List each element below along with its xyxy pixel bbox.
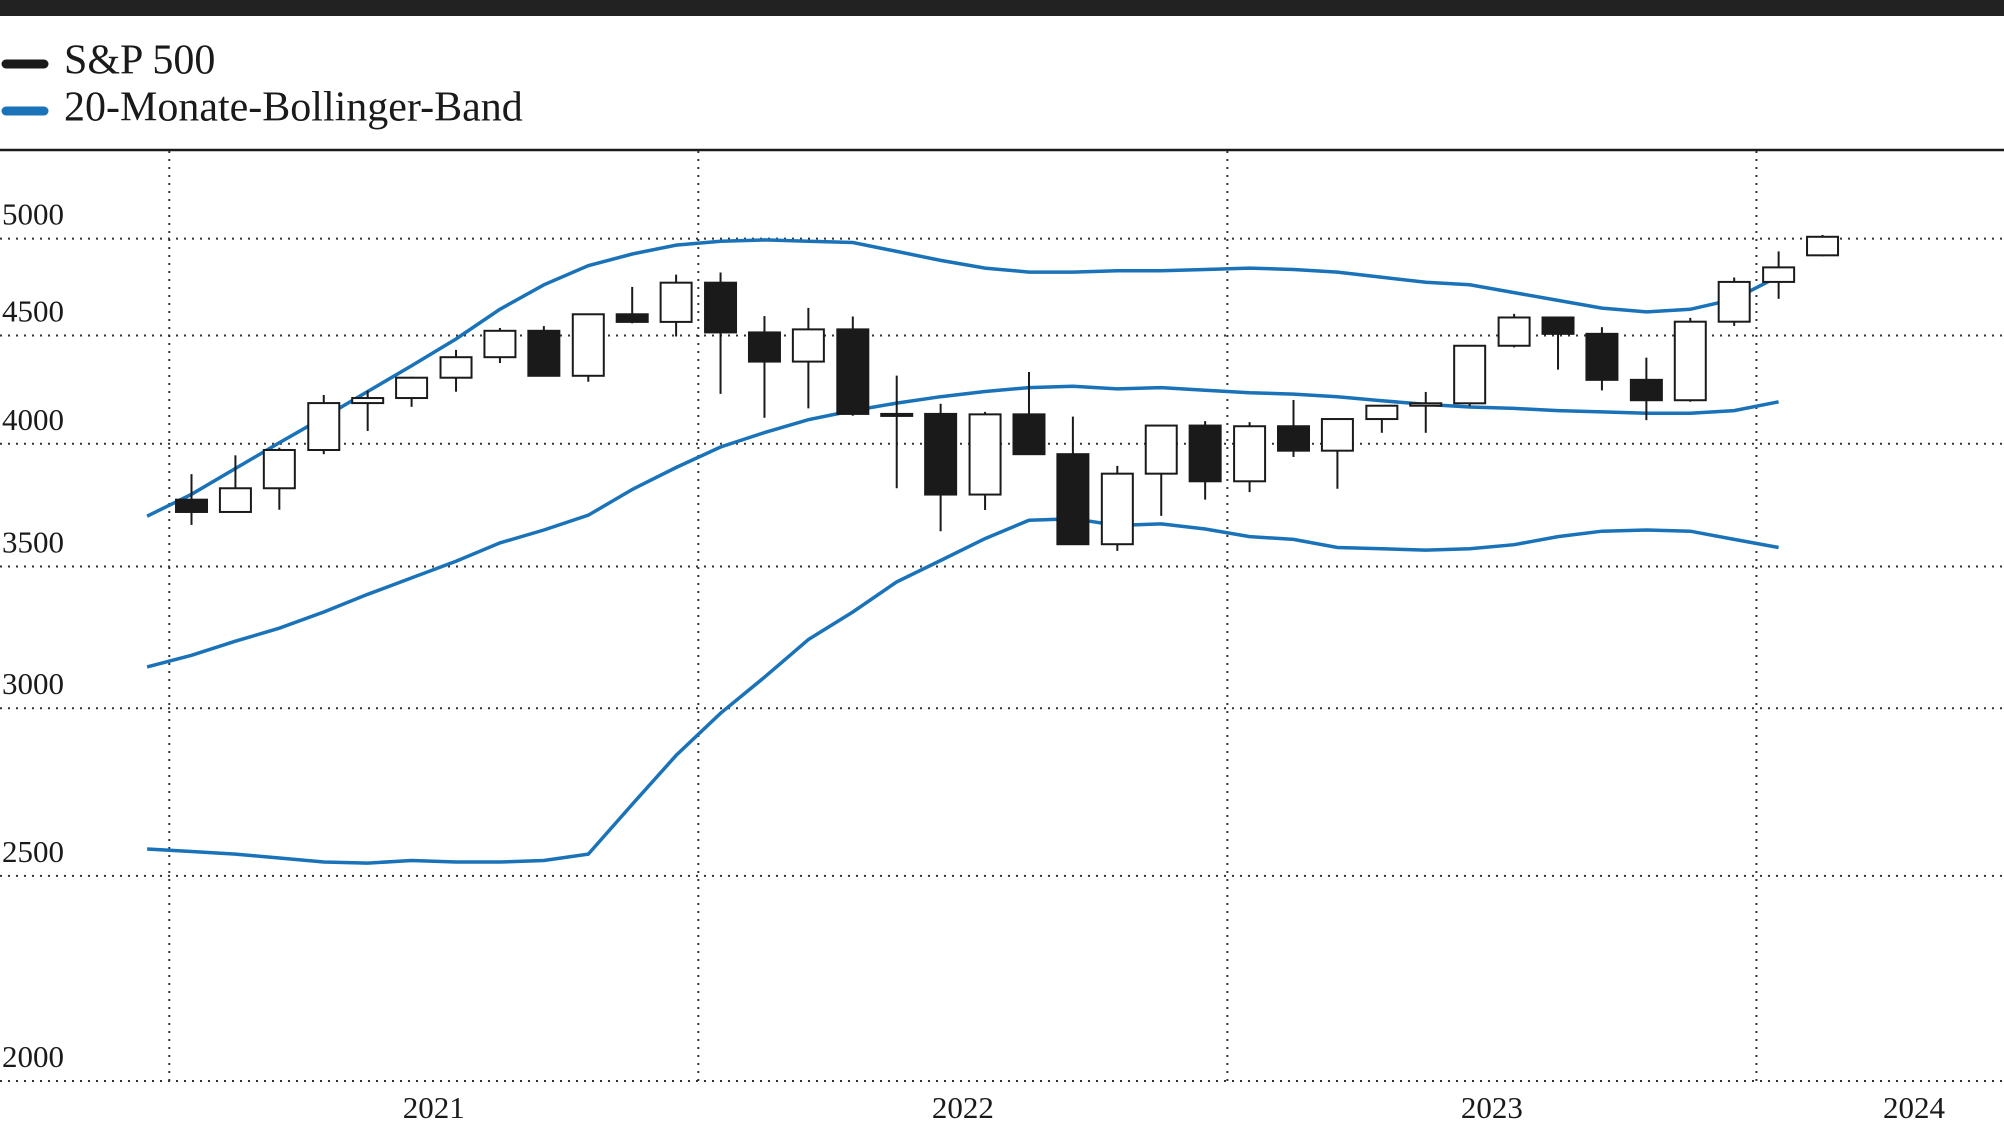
candle-body xyxy=(791,328,825,363)
candle-body xyxy=(1806,235,1840,257)
candle-body xyxy=(747,331,781,363)
candle-body xyxy=(1056,453,1090,546)
candle-body xyxy=(218,487,252,513)
x-tick-label: 2023 xyxy=(1461,1090,1523,1125)
candle-body xyxy=(483,329,517,359)
grid: 2000 2500 3000 3500 4000 4500 5000 2021 2022 2023… xyxy=(0,151,2004,1125)
legend-label: S&P 500 xyxy=(64,38,215,84)
candle-body xyxy=(1717,280,1751,323)
candle-body xyxy=(615,313,649,323)
band-lower xyxy=(147,516,1779,865)
candle-body xyxy=(1585,332,1619,381)
candle-body xyxy=(1673,320,1707,402)
y-tick-label: 4000 xyxy=(2,402,64,437)
candle-body xyxy=(1320,418,1354,452)
candle-body xyxy=(704,281,738,334)
y-tick-label: 2500 xyxy=(2,834,64,869)
band-middle xyxy=(146,384,1779,669)
candle-body xyxy=(924,412,958,496)
candle-body xyxy=(1762,266,1796,283)
candle-body xyxy=(1629,378,1663,402)
candles xyxy=(175,234,1840,551)
bands xyxy=(146,238,1780,865)
candle-body xyxy=(1497,316,1531,347)
x-tick-label: 2021 xyxy=(403,1090,465,1125)
candle-body xyxy=(1012,413,1046,456)
candle-body xyxy=(880,412,914,417)
x-tick-label: 2024 xyxy=(1883,1090,1946,1125)
candle-body xyxy=(262,448,296,490)
candle-body xyxy=(527,329,561,377)
candle-body xyxy=(1277,425,1311,452)
candle-body xyxy=(1365,404,1399,421)
candle-body xyxy=(659,281,693,323)
top-bar xyxy=(0,0,2004,16)
candle-body xyxy=(571,313,605,377)
candle-body xyxy=(1100,472,1134,546)
x-tick-label: 2022 xyxy=(932,1090,994,1125)
candle-body xyxy=(836,328,870,415)
candle-body xyxy=(1541,316,1575,335)
candle-body xyxy=(1233,425,1267,483)
candle-body xyxy=(351,397,385,405)
y-tick-label: 3000 xyxy=(2,666,64,701)
y-tick-label: 3500 xyxy=(2,525,64,560)
candle-body xyxy=(439,356,473,379)
candle-body xyxy=(1453,344,1487,405)
candle-body xyxy=(395,376,429,400)
candle-body xyxy=(1409,402,1443,407)
y-tick-label: 5000 xyxy=(2,197,64,232)
candle-body xyxy=(307,402,341,451)
candle-body xyxy=(968,413,1002,496)
candle-body xyxy=(1144,424,1178,475)
band-upper xyxy=(146,238,1780,518)
y-tick-label: 2000 xyxy=(2,1039,64,1074)
legend-label: 20-Monate-Bollinger-Band xyxy=(64,85,523,131)
y-tick-label: 4500 xyxy=(2,293,64,328)
candle-body xyxy=(175,498,209,513)
candle-body xyxy=(1188,424,1222,483)
